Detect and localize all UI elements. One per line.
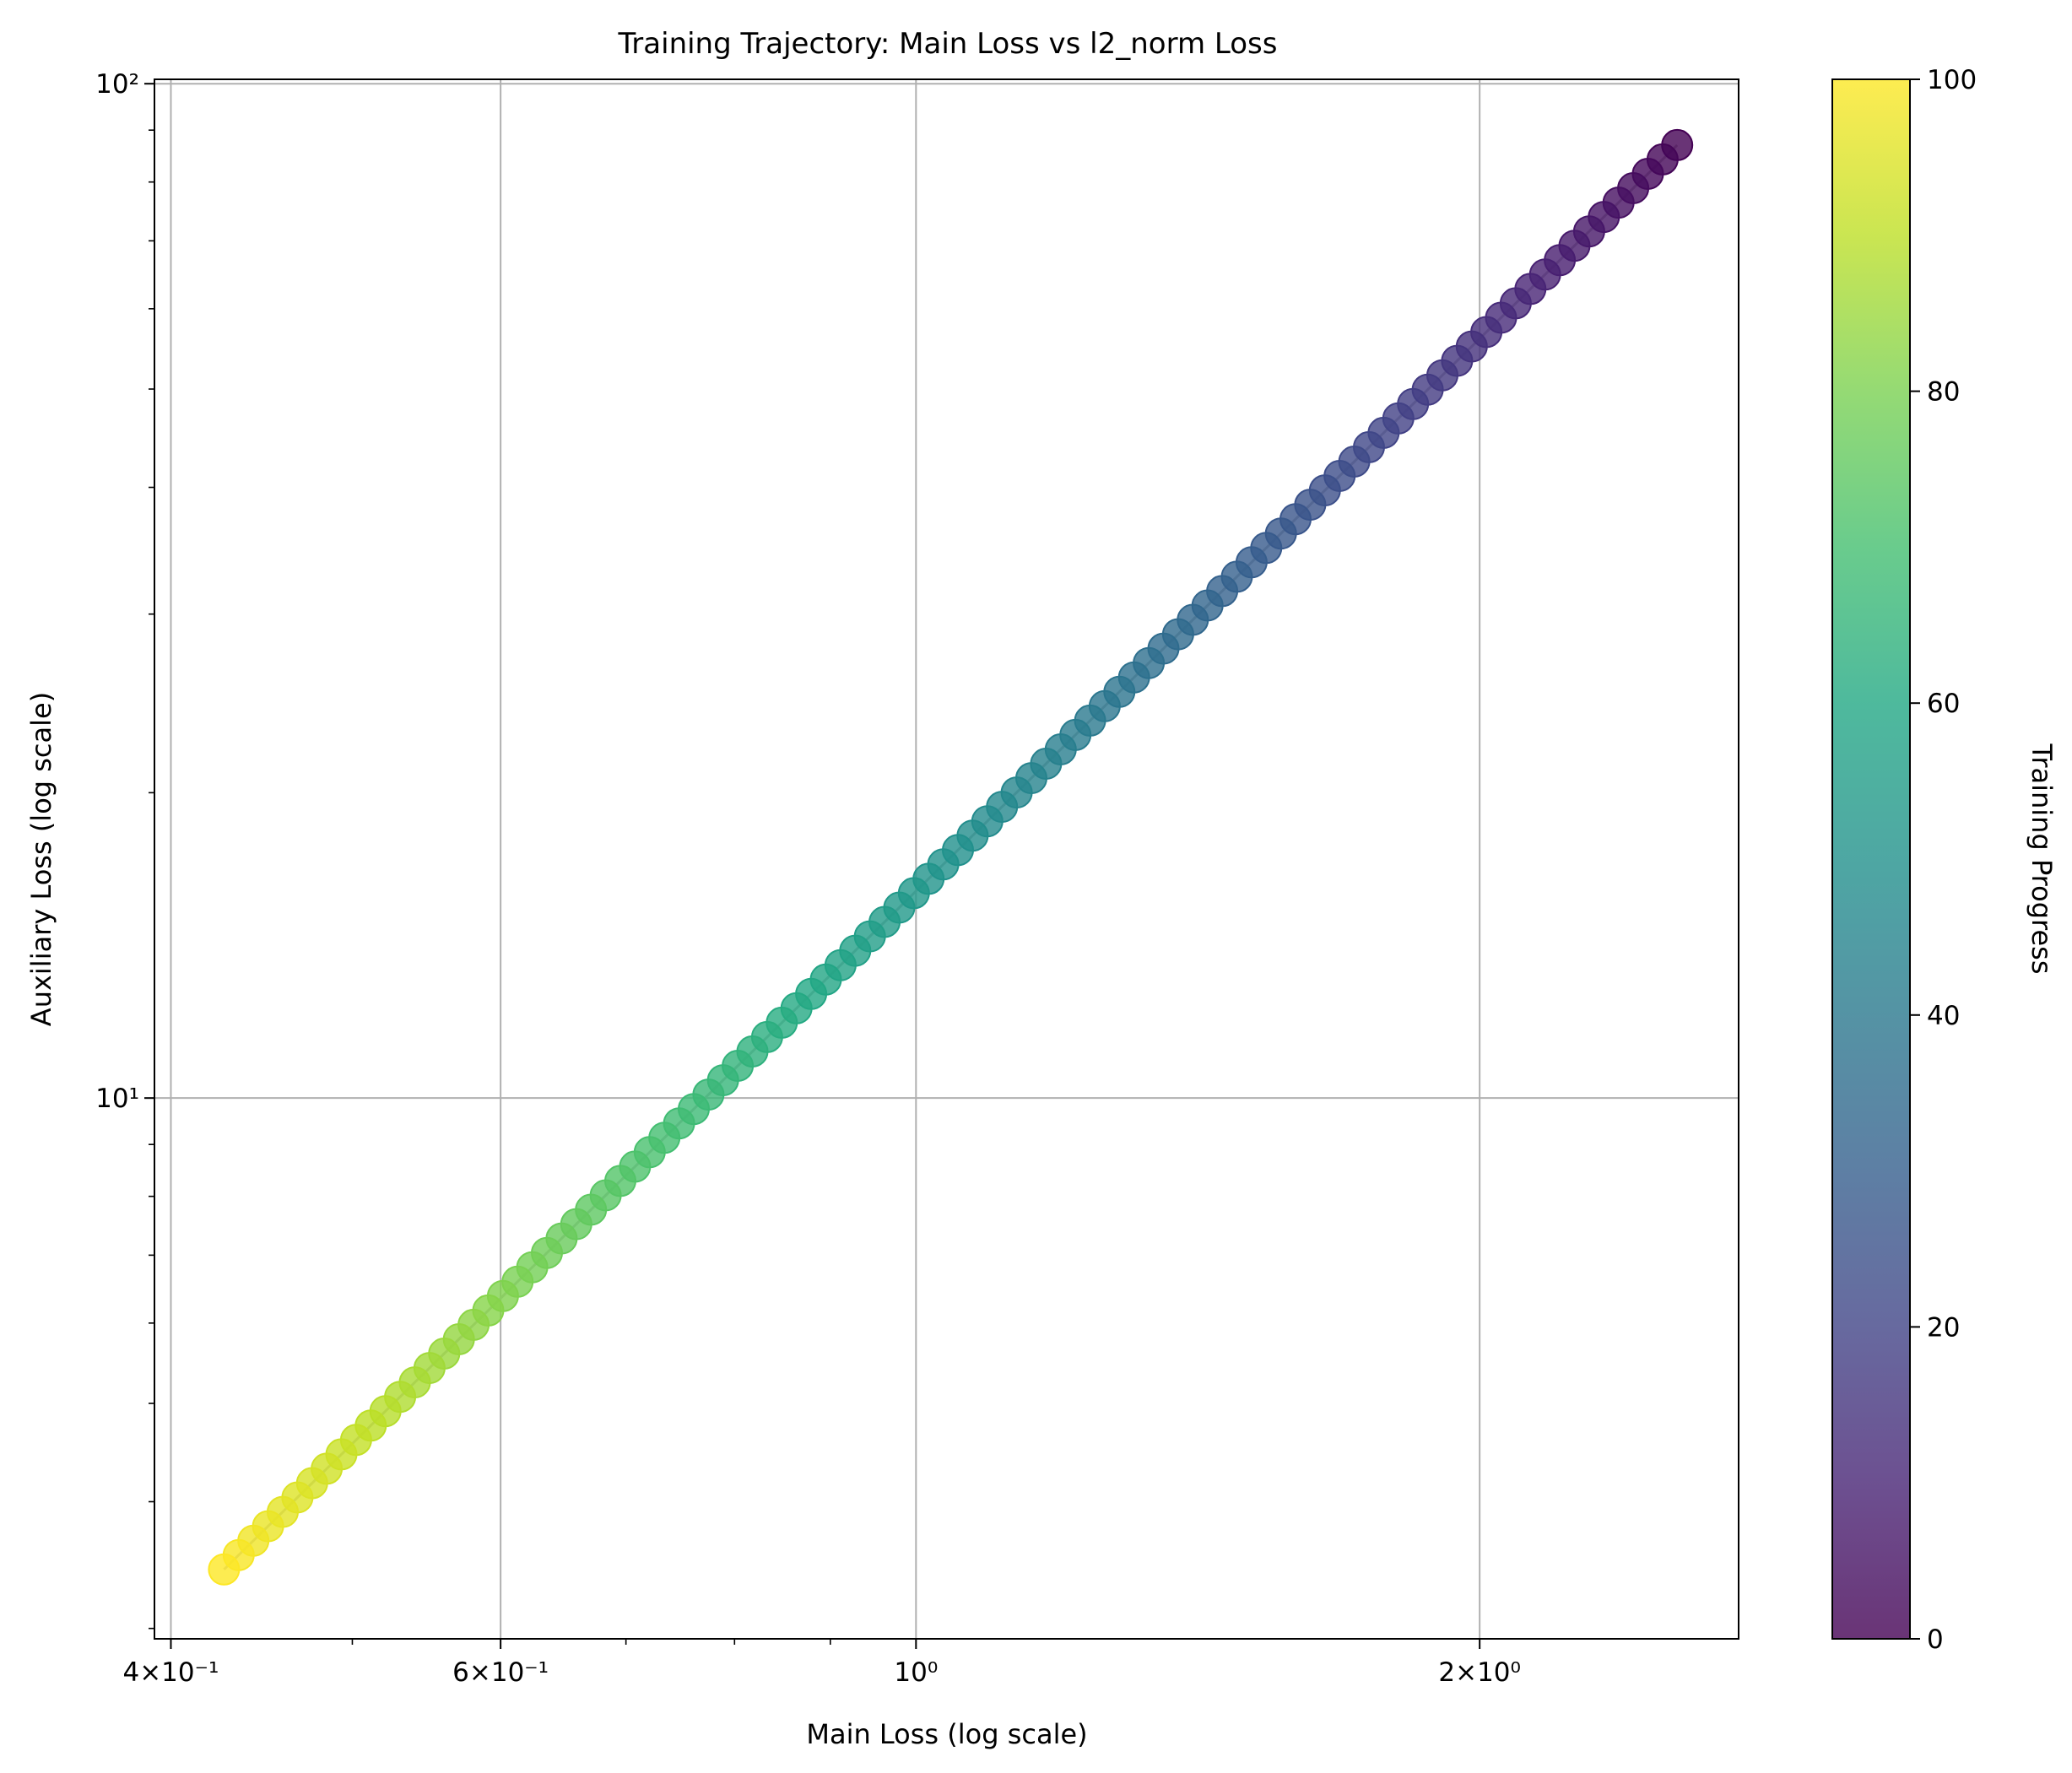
y-tick-label: 10² bbox=[95, 69, 139, 100]
x-tick-label: 4×10⁻¹ bbox=[122, 1657, 219, 1688]
scatter-points bbox=[208, 128, 1694, 1586]
plot-area bbox=[154, 78, 1739, 1640]
colorbar-tick-label: 100 bbox=[1927, 65, 1977, 95]
colorbar-tick-label: 20 bbox=[1927, 1312, 1960, 1343]
chart-title: Training Trajectory: Main Loss vs l2_nor… bbox=[618, 27, 1278, 61]
grid-lines bbox=[154, 79, 1739, 1639]
x-tick-label: 2×10⁰ bbox=[1438, 1657, 1521, 1688]
colorbar-gradient bbox=[1831, 78, 1911, 1640]
colorbar-label: Training Progress bbox=[2026, 743, 2058, 975]
y-axis-label: Auxiliary Loss (log scale) bbox=[25, 692, 57, 1026]
scatter-point bbox=[208, 1553, 241, 1586]
x-tick-label: 10⁰ bbox=[894, 1657, 938, 1688]
colorbar-tick-label: 40 bbox=[1927, 1001, 1960, 1031]
x-axis-label: Main Loss (log scale) bbox=[806, 1718, 1087, 1750]
colorbar-tick-label: 60 bbox=[1927, 689, 1960, 719]
colorbar: 0 20 40 60 80 100 Training Progress bbox=[1831, 65, 2058, 1655]
colorbar-tick-label: 80 bbox=[1927, 377, 1960, 408]
x-tick-label: 6×10⁻¹ bbox=[452, 1657, 549, 1688]
y-axis: 10¹ 10² bbox=[95, 69, 154, 1630]
colorbar-ticks: 0 20 40 60 80 100 bbox=[1910, 65, 1977, 1655]
y-tick-label: 10¹ bbox=[95, 1084, 139, 1114]
colorbar-tick-label: 0 bbox=[1927, 1624, 1944, 1655]
x-axis: 4×10⁻¹ 6×10⁻¹ 10⁰ 2×10⁰ bbox=[122, 1639, 1521, 1688]
plot-frame bbox=[154, 78, 1739, 1640]
